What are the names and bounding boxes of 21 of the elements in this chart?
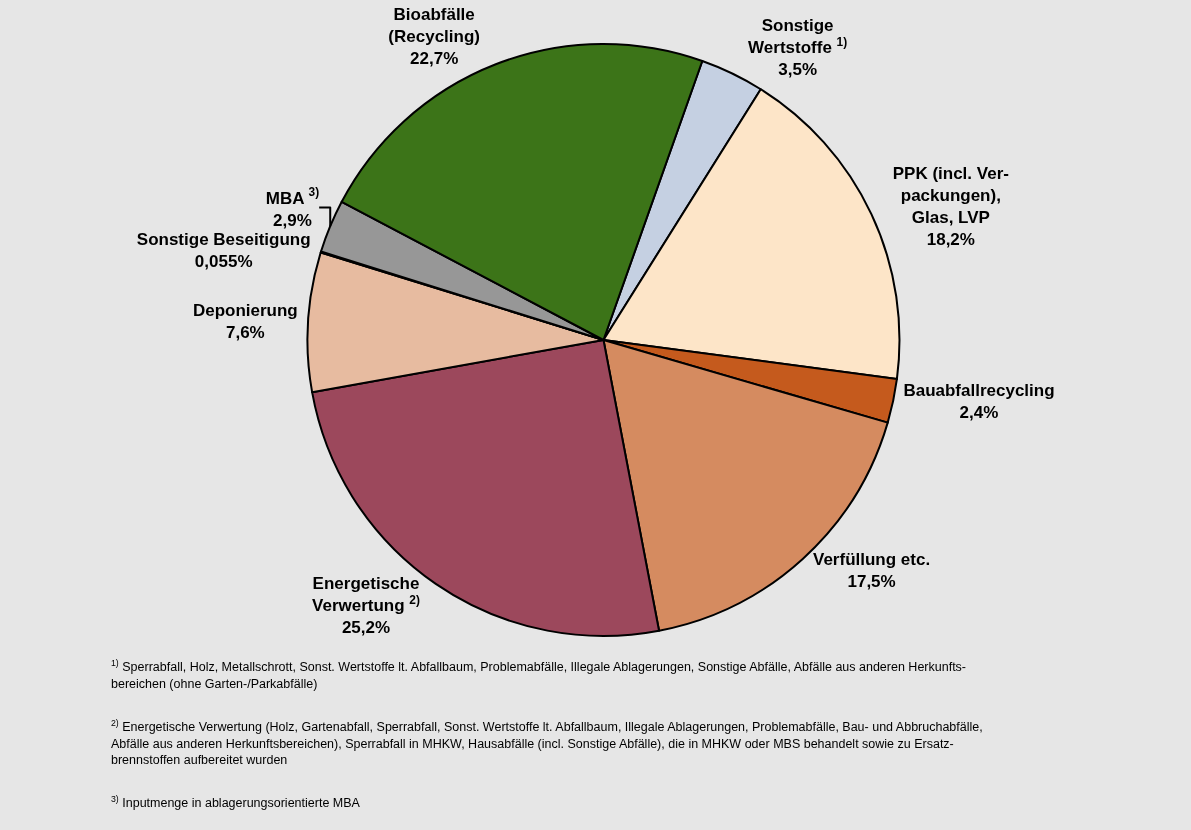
slice-label: MBA $^{3)}$ — [265, 185, 320, 208]
data-label: 7,6% — [225, 323, 265, 343]
data-label: 25,2% — [341, 617, 391, 637]
slice-label: Verfüllung etc. — [812, 549, 931, 569]
data-label: 2,4% — [959, 403, 999, 423]
slice-label: PPK (incl. Ver- packungen), Glas, LVP — [892, 163, 1009, 227]
data-label: 3,5% — [778, 60, 817, 80]
data-label: 17,5% — [847, 571, 896, 591]
slice-label: Bioabfälle (Recycling) — [388, 5, 480, 47]
slice-label: Bauabfallrecycling — [903, 381, 1055, 401]
data-label: 18,2% — [926, 230, 975, 250]
slice-label: Sonstige Beseitigung — [136, 229, 311, 249]
slice-label: Deponierung — [192, 301, 298, 321]
data-label: 0,055% — [194, 251, 253, 271]
slice-label: Sonstige Wertstoffe $^{1)}$ — [748, 16, 848, 58]
data-label: 2,9% — [273, 210, 312, 230]
text: $^{3)}$ Inputmenge in ablagerungsorientierte MBA — [111, 794, 361, 811]
slice-label: Energetische Verwertung $^{2)}$ — [312, 573, 420, 615]
text: $^{2)}$ Energetische Verwertung (Holz, Gartenabfall, Sperrabfall, Sonst. Wertstoffe lt. Abfallbaum, Illegale Ablagerungen, Problemabfälle, Bau- und Abbruchabfälle, Abfälle aus anderen Herkunftsbereichen), Sperrabfall in MHKW, Hausabfälle (incl. Sonstige Abfälle), die in MHKW oder MBS behandelt sowie zu Ersatz- brennstoffen aufbereitet wurden — [111, 718, 983, 767]
text: $^{1)}$ Sperrabfall, Holz, Metallschrott, Sonst. Wertstoffe lt. Abfallbaum, Problemabfälle, Illegale Ablagerungen, Sonstige Abfälle, Abfälle aus anderen Herkunfts- bereichen (ohne Garten-/Parkabfälle) — [111, 658, 967, 691]
data-label: 22,7% — [410, 49, 459, 69]
